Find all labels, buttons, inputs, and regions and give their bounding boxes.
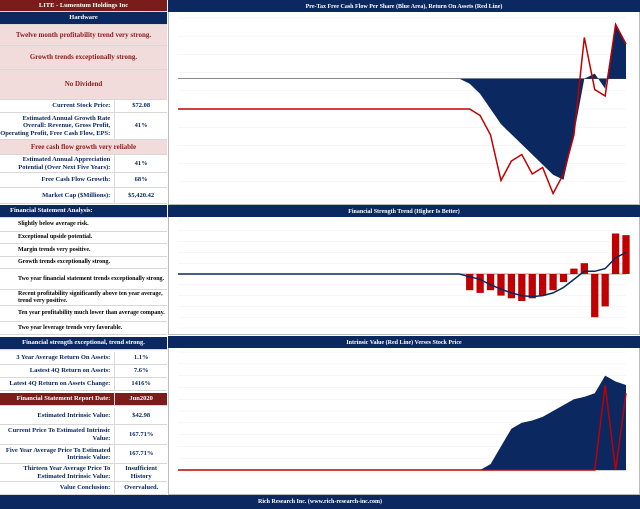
sector: Hardware: [0, 12, 167, 25]
metric-value: 167.71%: [114, 445, 167, 463]
metric-label: Lastest 4Q Return on Assets:: [29, 367, 111, 375]
bar: [559, 274, 568, 283]
chart-title-bar: [168, 0, 640, 12]
chart-title: Intrinsic Value (Red Line) Verses Stock …: [346, 339, 462, 346]
section-title: Financial strength exceptional, trend st…: [0, 337, 167, 350]
metric-label: Latest 4Q Return on Assets Change:: [9, 380, 111, 388]
metric-row: Market Cap ($Millions): $5,420.42: [0, 188, 167, 204]
area: [178, 375, 626, 470]
metric-label: Market Cap ($Millions):: [42, 191, 111, 199]
chart-title-bar: [168, 336, 640, 348]
bar: [518, 274, 526, 301]
metric-row: Current Stock Price: $72.08: [0, 100, 167, 113]
bar: [497, 274, 505, 296]
metric-label: Estimated Annual Growth Rate Overall: Re…: [0, 114, 111, 137]
chart-title: Pre-Tax Free Cash Flow Per Share (Blue A…: [306, 3, 503, 10]
metric-row: Estimated Annual Appreciation Potential …: [0, 155, 167, 173]
metric-row: Latest 4Q Return on Assets Change: 1416%: [0, 378, 167, 391]
metric-row: Value Conclusion: Overvalued.: [0, 482, 167, 495]
metric-label: Free Cash Flow Growth:: [41, 176, 111, 184]
metric-row: Five Year Average Price To Estimated Int…: [0, 445, 167, 464]
metric-value: Insufficient History: [114, 464, 167, 481]
bar: [570, 268, 578, 274]
area: [178, 23, 626, 180]
metric-value: 41%: [114, 113, 167, 139]
metric-value: 7.6%: [114, 365, 167, 377]
metric-label: Financial Statement Report Date:: [16, 395, 111, 403]
line: [178, 384, 627, 471]
company-title: LITE - Lumentum Holdings Inc: [0, 0, 167, 12]
metric-label: 3 Year Average Return On Assets:: [16, 354, 111, 362]
analysis-item: Slightly below average risk.: [0, 218, 167, 232]
metric-value: $42.98: [114, 408, 167, 424]
line: [178, 22, 627, 196]
metric-value: 1416%: [114, 378, 167, 390]
metric-value: 1.1%: [114, 352, 167, 364]
bar: [601, 274, 609, 307]
metric-row: Current Price To Estimated Intrinsic Val…: [0, 425, 167, 445]
bar: [466, 274, 474, 291]
metric-label: Value Conclusion:: [59, 484, 111, 492]
bar: [476, 274, 484, 293]
metric-value: $72.08: [114, 100, 167, 112]
bar: [622, 235, 630, 274]
chart-title-bar: [168, 205, 640, 217]
metric-label: Thirteen Year Average Price To Estimated…: [23, 465, 111, 480]
metric-label: Current Price To Estimated Intrinsic Val…: [7, 427, 111, 442]
note: Twelve month profitability trend very st…: [0, 25, 167, 46]
note: No Dividend: [0, 70, 167, 100]
metric-row: Free Cash Flow Growth: 68%: [0, 173, 167, 188]
metric-label: Estimated Intrinsic Value:: [37, 412, 111, 420]
bar: [549, 274, 557, 291]
metric-label: Current Stock Price:: [52, 102, 111, 110]
section-title: Financial Statement Analysis:: [0, 205, 167, 218]
chart-frame: [168, 205, 640, 335]
note: Growth trends exceptionally strong.: [0, 46, 167, 70]
metric-value: Overvalued.: [114, 482, 167, 494]
analysis-item: Margin trends very positive.: [0, 244, 167, 257]
analysis-item: Ten year profitability much lower than a…: [0, 306, 167, 322]
metric-row: Estimated Annual Growth Rate Overall: Re…: [0, 113, 167, 140]
metric-value: 68%: [114, 173, 167, 187]
metric-value: Jun2020: [114, 393, 167, 405]
metric-row: 3 Year Average Return On Assets: 1.1%: [0, 352, 167, 365]
bar: [580, 263, 588, 274]
metric-value: $5,420.42: [114, 188, 167, 203]
bar: [486, 274, 495, 291]
analysis-item: Recent profitability significantly above…: [0, 290, 167, 306]
metric-label: Five Year Average Price To Estimated Int…: [5, 446, 111, 461]
analysis-item: Two year leverage trends very favorable.: [0, 322, 167, 335]
footer: Rich Research Inc. (www.rich-research-in…: [0, 495, 640, 509]
bar: [528, 274, 536, 299]
metric-value: 167.71%: [114, 425, 167, 444]
bar: [611, 233, 620, 274]
metric-row: Lastest 4Q Return on Assets: 7.6%: [0, 365, 167, 378]
metric-row: Financial Statement Report Date: Jun2020: [0, 393, 167, 406]
line: [178, 251, 627, 298]
metric-label: Estimated Annual Appreciation Potential …: [18, 156, 111, 171]
charts: Pre-Tax Free Cash Flow Per Share (Blue A…: [168, 0, 640, 495]
analysis-item: Two year financial statement trends exce…: [0, 269, 167, 290]
metric-row: Estimated Intrinsic Value: $42.98: [0, 408, 167, 425]
metric-row: Thirteen Year Average Price To Estimated…: [0, 464, 167, 482]
analysis-item: Growth trends exceptionally strong.: [0, 257, 167, 269]
metric-value: 41%: [114, 155, 167, 172]
bar: [539, 274, 547, 296]
bar: [591, 274, 599, 318]
chart-title: Financial Strength Trend (Higher Is Bett…: [348, 208, 460, 215]
note: Free cash flow growth very reliable: [0, 140, 167, 155]
bar: [507, 274, 516, 299]
analysis-item: Exceptional upside potential.: [0, 232, 167, 244]
